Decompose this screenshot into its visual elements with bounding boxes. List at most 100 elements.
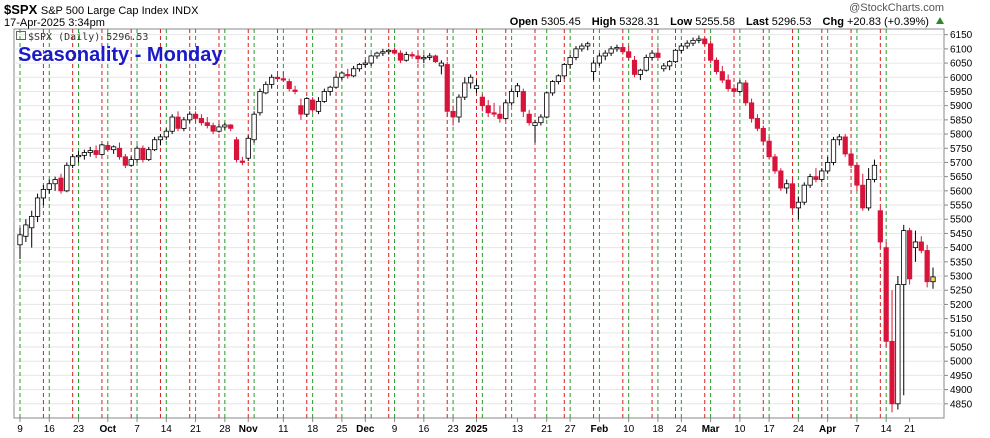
candle-body: [643, 56, 649, 71]
candle-body: [918, 241, 924, 251]
candle-body: [807, 176, 813, 186]
candle-body: [321, 91, 327, 102]
y-tick-label: 5850: [950, 115, 973, 126]
open-value: 5305.45: [540, 16, 581, 28]
y-tick-label: 5550: [950, 201, 973, 212]
candle-body: [222, 124, 228, 128]
x-tick-label: 9: [392, 424, 398, 435]
candle-body: [631, 59, 638, 75]
candle-body: [877, 210, 883, 243]
candle-body: [304, 98, 310, 115]
candle-body: [298, 105, 304, 115]
candle-body: [152, 139, 158, 151]
candle-body: [649, 52, 655, 58]
candle-body: [766, 140, 772, 158]
candle-body: [620, 47, 626, 53]
candle-body: [64, 164, 70, 192]
candle-body: [327, 86, 333, 92]
candle-body: [111, 146, 117, 151]
candle-body: [520, 91, 526, 112]
up-arrow-icon: [936, 17, 944, 24]
candle-body: [345, 74, 351, 77]
candle-body: [339, 72, 345, 78]
candle-body: [555, 75, 562, 82]
legend-swatch-icon: [16, 31, 26, 40]
candle-body: [356, 64, 363, 70]
candle-body: [743, 82, 749, 104]
candle-body: [748, 102, 755, 119]
y-tick-label: 4850: [950, 399, 973, 410]
candle-body: [708, 43, 714, 61]
candle-body: [532, 122, 538, 126]
x-tick-label: 28: [219, 424, 231, 435]
candle-body: [462, 82, 468, 98]
y-tick-label: 5050: [950, 343, 973, 354]
y-tick-label: 5150: [950, 314, 973, 325]
candle-body: [696, 38, 702, 41]
candle-body: [391, 49, 398, 54]
x-tick-label: 18: [307, 424, 319, 435]
candle-body: [813, 176, 819, 180]
quote-datetime: 17-Apr-2025 3:34pm: [4, 17, 105, 29]
x-tick-label: Oct: [99, 424, 116, 435]
x-tick-label: Apr: [819, 424, 836, 435]
candle-body: [333, 76, 339, 88]
candle-body: [432, 55, 439, 63]
candle-body: [561, 64, 567, 77]
candle-body: [930, 276, 936, 283]
candle-body: [251, 113, 257, 141]
y-tick-label: 5900: [950, 101, 973, 112]
y-tick-label: 5300: [950, 272, 973, 283]
candle-body: [713, 59, 720, 72]
candle-body: [70, 156, 76, 166]
x-tick-label: Mar: [702, 424, 720, 435]
y-tick-label: 5500: [950, 215, 973, 226]
candle-body: [128, 159, 134, 166]
candle-body: [122, 156, 128, 166]
candle-body: [509, 91, 515, 104]
y-tick-label: 5250: [950, 286, 973, 297]
candle-body: [315, 101, 322, 112]
candle-body: [895, 284, 901, 405]
candle-body: [187, 113, 193, 121]
candle-body: [34, 197, 41, 217]
candle-body: [602, 52, 608, 57]
candle-body: [233, 139, 240, 161]
candle-body: [737, 82, 743, 92]
high-value: 5328.31: [619, 16, 660, 28]
y-tick-label: 6050: [950, 59, 973, 70]
candle-body: [614, 47, 620, 50]
y-tick-label: 6100: [950, 44, 973, 55]
candle-body: [415, 55, 421, 60]
candle-body: [684, 42, 690, 47]
x-tick-label: 10: [734, 424, 746, 435]
candle-body: [386, 49, 392, 53]
candle-body: [116, 147, 123, 158]
brand-link[interactable]: @StockCharts.com: [849, 2, 944, 14]
candle-body: [491, 112, 497, 115]
candle-body: [46, 183, 52, 190]
candle-body: [181, 119, 187, 129]
symbol-description: S&P 500 Large Cap Index: [40, 5, 169, 17]
candle-body: [99, 144, 105, 155]
candle-body: [216, 126, 222, 132]
candle-body: [579, 45, 585, 50]
chg-label: Chg: [822, 16, 844, 28]
candle-body: [860, 184, 866, 209]
candle-body: [912, 241, 919, 249]
candle-body: [637, 69, 643, 75]
candle-body: [397, 52, 404, 61]
candle-body: [514, 85, 521, 92]
candle-body: [655, 52, 661, 58]
x-tick-label: 24: [793, 424, 805, 435]
candle-body: [58, 177, 64, 192]
candle-body: [825, 162, 831, 172]
x-tick-label: 11: [278, 424, 289, 435]
chg-value: +20.83 (+0.39%): [846, 16, 929, 28]
candle-body: [444, 64, 450, 112]
symbol-header: $SPX S&P 500 Large Cap Index INDX: [4, 2, 198, 17]
candle-body: [760, 127, 766, 142]
x-tick-label: 13: [512, 424, 524, 435]
candle-body: [87, 150, 93, 153]
